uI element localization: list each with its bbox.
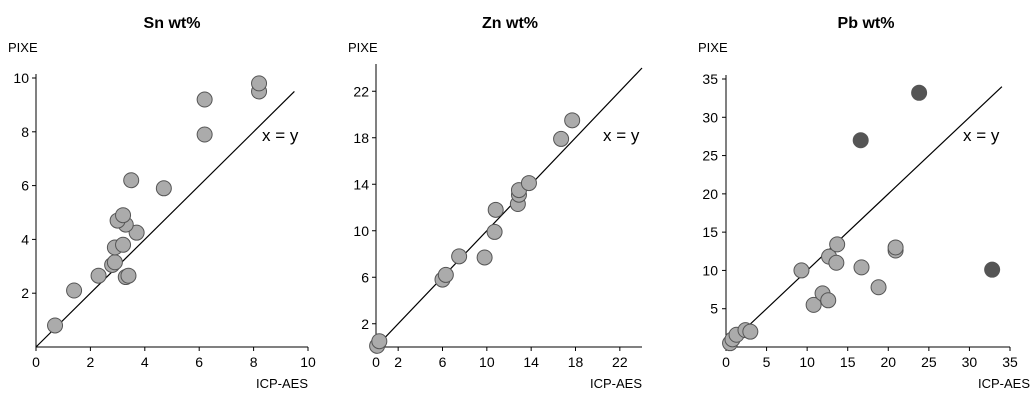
data-point: [451, 248, 468, 265]
data-point: [476, 249, 493, 266]
x-tick-label: 2: [394, 354, 402, 370]
x-tick-label: 10: [799, 354, 815, 370]
x-tick-label: 4: [141, 354, 149, 370]
data-point: [66, 282, 83, 299]
x-tick-label: 35: [1002, 354, 1018, 370]
y-tick-label: 18: [353, 130, 369, 146]
y-tick-label: 8: [21, 124, 29, 140]
data-point: [828, 254, 845, 271]
data-point: [155, 180, 172, 197]
reference-line: [725, 86, 1003, 348]
x-tick-label: 6: [439, 354, 447, 370]
x-tick-label: 22: [612, 354, 628, 370]
data-point: [120, 267, 137, 284]
x-tick-label: 14: [523, 354, 539, 370]
x-axis-label: ICP-AES: [590, 376, 642, 391]
data-point: [564, 112, 581, 129]
data-point: [805, 296, 822, 313]
y-tick-label: 10: [13, 70, 29, 86]
y-tick-label: 2: [21, 285, 29, 301]
x-tick-label: 2: [87, 354, 95, 370]
y-tick-label: 25: [702, 148, 718, 164]
x-tick-label: 25: [921, 354, 937, 370]
reference-line: [35, 91, 295, 348]
outlier-point: [984, 261, 1001, 278]
y-axis-label: PIXE: [698, 40, 728, 55]
reference-line-label: x = y: [603, 126, 640, 145]
data-point: [371, 333, 388, 350]
data-point: [196, 126, 213, 143]
y-tick-label: 35: [702, 71, 718, 87]
data-point: [128, 224, 145, 241]
y-tick-label: 6: [361, 269, 369, 285]
x-tick-label: 10: [479, 354, 495, 370]
data-point: [486, 223, 503, 240]
x-tick-label: 15: [840, 354, 856, 370]
y-axis-label: PIXE: [8, 40, 38, 55]
data-point: [115, 236, 132, 253]
x-axis-label: ICP-AES: [256, 376, 308, 391]
data-point: [742, 323, 759, 340]
chart-panel-0: Sn wt% PIXE ICP-AES 0 2 4 6 8 10 2 4 6 8 10 x = y: [8, 15, 316, 391]
outlier-point: [911, 84, 928, 101]
outlier-point: [852, 132, 869, 149]
data-point: [106, 254, 123, 271]
y-tick-label: 6: [21, 178, 29, 194]
y-tick-label: 4: [21, 231, 29, 247]
x-tick-label: 6: [195, 354, 203, 370]
data-point: [887, 239, 904, 256]
y-tick-label: 2: [361, 316, 369, 332]
data-point: [820, 292, 837, 309]
data-point: [520, 175, 537, 192]
data-point: [90, 267, 107, 284]
x-tick-label: 10: [300, 354, 316, 370]
x-axis-label: ICP-AES: [978, 376, 1030, 391]
data-point: [437, 266, 454, 283]
data-point: [196, 91, 213, 108]
data-point: [47, 317, 64, 334]
data-point: [829, 236, 846, 253]
data-point: [870, 279, 887, 296]
chart-title: Pb wt%: [838, 15, 895, 32]
y-tick-label: 5: [710, 301, 718, 317]
x-tick-label: 18: [568, 354, 584, 370]
data-point: [251, 75, 268, 92]
data-point: [115, 207, 132, 224]
y-tick-label: 10: [353, 223, 369, 239]
data-point: [487, 201, 504, 218]
reference-line-label: x = y: [963, 126, 1000, 145]
x-tick-label: 8: [250, 354, 258, 370]
y-tick-label: 20: [702, 186, 718, 202]
chart-panel-2: Pb wt% PIXE ICP-AES 0 5 10 15 20 25 30 35 5 10 15 20 25…: [698, 15, 1030, 391]
reference-line: [375, 67, 643, 348]
x-tick-label: 5: [763, 354, 771, 370]
chart-title: Zn wt%: [482, 15, 538, 32]
data-point: [553, 130, 570, 147]
y-tick-label: 30: [702, 109, 718, 125]
x-tick-label: 0: [32, 354, 40, 370]
x-tick-label: 20: [880, 354, 896, 370]
x-tick-label: 0: [372, 354, 380, 370]
y-axis-label: PIXE: [348, 40, 378, 55]
reference-line-label: x = y: [262, 126, 299, 145]
chart-title: Sn wt%: [144, 15, 201, 32]
data-point: [853, 259, 870, 276]
y-tick-label: 22: [353, 83, 369, 99]
x-tick-label: 0: [722, 354, 730, 370]
y-tick-label: 14: [353, 176, 369, 192]
y-tick-label: 10: [702, 262, 718, 278]
y-tick-label: 15: [702, 224, 718, 240]
x-tick-label: 30: [962, 354, 978, 370]
data-point: [123, 172, 140, 189]
data-point: [793, 262, 810, 279]
